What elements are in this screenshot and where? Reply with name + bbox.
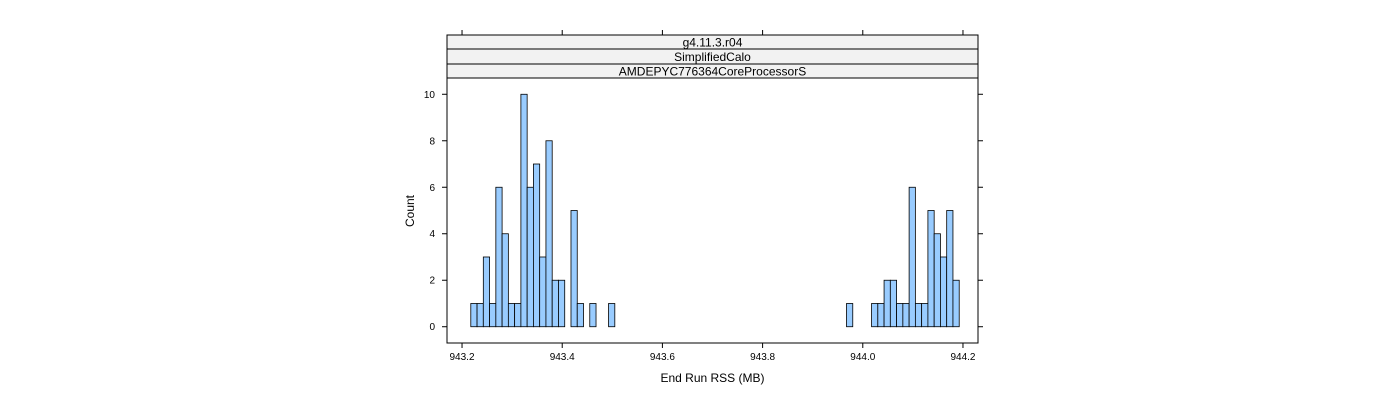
histogram-bar [846, 303, 854, 328]
x-tick-label: 943.8 [750, 352, 775, 363]
histogram-bar [889, 279, 897, 328]
histogram-bar [921, 303, 929, 328]
histogram-bar [608, 303, 616, 328]
histogram-bar [896, 303, 904, 328]
plot-frame [446, 77, 979, 344]
strip-1-label: g4.11.3.r04 [683, 36, 743, 50]
histogram-bar [495, 186, 503, 328]
histogram-bar [589, 303, 597, 328]
strip-2-label: SimplifiedCalo [674, 50, 751, 64]
tick-labels: 0 2 4 6 8 10 943.2 943.4 943.6 943.8 944.0 944.2 [424, 90, 976, 363]
x-tick-label: 944.2 [950, 352, 975, 363]
histogram-bar [507, 303, 516, 328]
histogram-bar [489, 303, 497, 328]
histogram-bar [946, 210, 954, 328]
histogram-bar [526, 186, 534, 328]
histogram-bar [539, 256, 547, 328]
histogram-bar [551, 279, 559, 328]
axis-ticks [442, 30, 983, 348]
histogram-bar [514, 303, 522, 328]
histogram-bar [482, 256, 490, 328]
histogram-bar [902, 303, 910, 328]
histogram-bar [871, 303, 879, 328]
histogram-bar [570, 210, 578, 328]
strip-headers: g4.11.3.r04 SimplifiedCalo AMDEPYC776364… [446, 34, 979, 79]
histogram-bar [470, 303, 478, 328]
y-tick-label: 2 [429, 276, 435, 287]
histogram-bar [520, 93, 528, 328]
x-tick-label: 943.2 [450, 352, 475, 363]
histogram-bar [952, 279, 960, 328]
histogram-bar [940, 256, 948, 328]
histogram-bar [883, 279, 891, 328]
histogram-bar [914, 303, 923, 328]
histogram-bar [927, 210, 935, 328]
histogram-bar [501, 233, 509, 328]
strip-3-label: AMDEPYC776364CoreProcessorS [619, 65, 806, 79]
y-tick-label: 4 [429, 229, 435, 240]
y-tick-label: 6 [429, 183, 435, 194]
histogram-bar [908, 186, 916, 328]
histogram-bar [576, 303, 584, 328]
x-tick-label: 944.0 [850, 352, 875, 363]
histogram-bar [545, 140, 553, 328]
histogram-bar [877, 303, 885, 328]
x-axis-title: End Run RSS (MB) [660, 371, 764, 385]
y-tick-label: 8 [429, 136, 435, 147]
x-tick-label: 943.6 [650, 352, 675, 363]
y-tick-label: 0 [429, 322, 435, 333]
histogram-bar [476, 303, 484, 328]
x-tick-label: 943.4 [550, 352, 575, 363]
y-axis-title: Count [403, 194, 417, 227]
histogram-bar [558, 279, 566, 328]
histogram-bar [533, 163, 541, 328]
histogram-bar [933, 233, 941, 328]
histogram-bars [470, 93, 960, 328]
y-tick-label: 10 [424, 90, 436, 101]
